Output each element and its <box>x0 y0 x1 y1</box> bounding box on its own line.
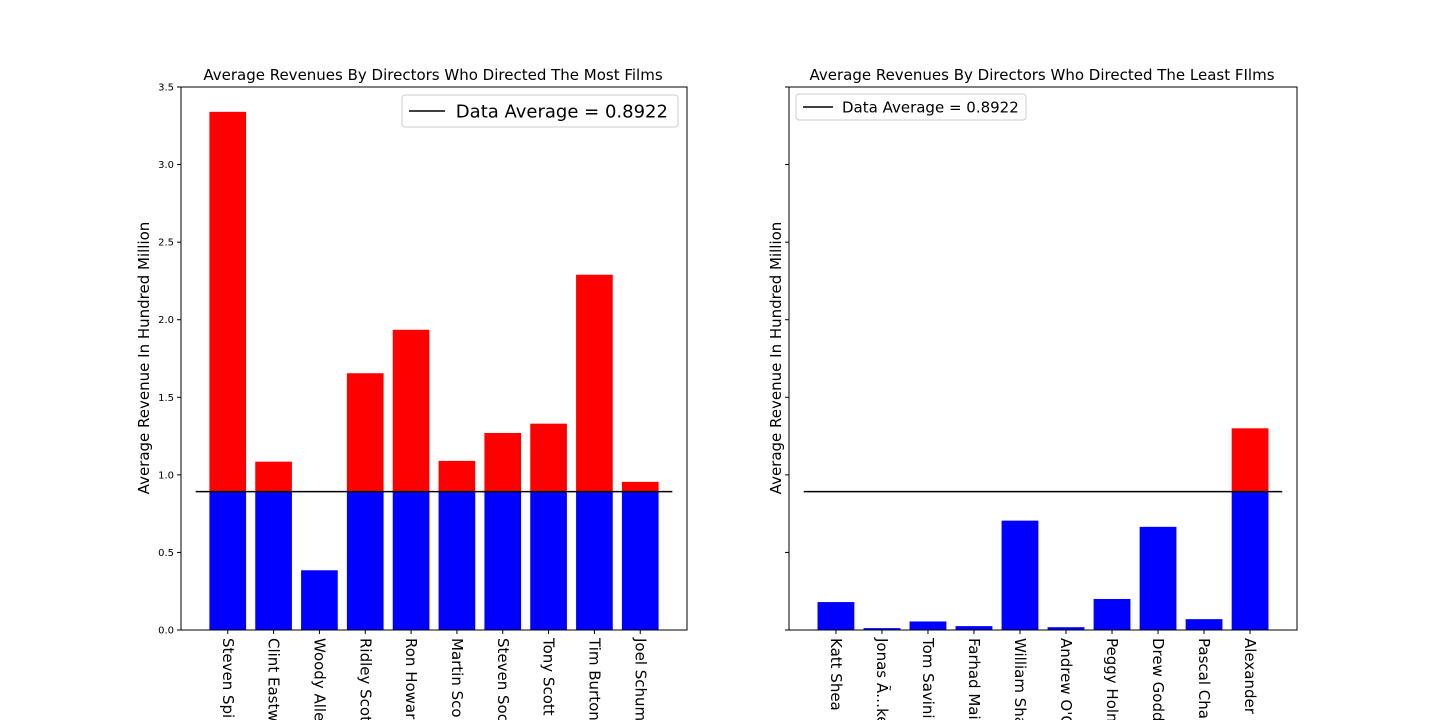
x-tick-label: Alexander <box>1241 638 1259 715</box>
x-tick-label: Ridley Scot <box>356 638 374 720</box>
plot-frame <box>788 86 1298 631</box>
legend-box <box>795 93 1027 121</box>
x-tick-label: Clint Eastw <box>265 638 283 720</box>
bar-below-average <box>1139 526 1177 630</box>
bar-below-average <box>346 491 384 630</box>
bar-below-average <box>255 491 292 630</box>
bar-below-average <box>1231 491 1269 630</box>
bar-below-average <box>484 491 522 630</box>
chart-title: Average Revenues By Directors Who Direct… <box>203 66 662 84</box>
bar-below-average <box>909 621 947 630</box>
legend-box <box>401 94 679 128</box>
x-tick-label: William Sha <box>1011 638 1029 720</box>
y-axis-label: Average Revenue In Hundred Million <box>135 222 153 495</box>
y-tick-label: 3.0 <box>158 160 174 171</box>
bar-above-average <box>530 423 567 492</box>
legend-label: Data Average = 0.8922 <box>456 101 668 122</box>
x-tick-label: Joel Schum <box>631 637 649 720</box>
y-tick-label: 0.0 <box>158 626 174 637</box>
x-tick-label: Ron Howar <box>402 638 420 720</box>
bar-above-average <box>1231 428 1269 492</box>
bar-above-average <box>209 111 247 492</box>
y-axis-label: Average Revenue In Hundred Million <box>767 222 785 495</box>
x-tick-label: Steven Spi <box>219 638 237 718</box>
x-tick-label: Woody Alle <box>310 638 328 720</box>
x-tick-label: Katt Shea <box>827 638 845 711</box>
x-tick-label: Peggy Holm <box>1103 638 1121 720</box>
x-tick-label: Andrew O'C <box>1057 638 1075 720</box>
x-tick-label: Jonas Ã…kerl <box>873 637 892 720</box>
y-tick-label: 1.5 <box>158 393 174 404</box>
bar-above-average <box>621 481 659 492</box>
bar-above-average <box>576 274 613 492</box>
y-tick-label: 2.0 <box>158 315 174 326</box>
x-tick-label: Tom Savini <box>919 637 937 719</box>
bar-below-average <box>438 491 476 630</box>
bar-above-average <box>438 460 476 492</box>
bar-above-average <box>392 329 430 492</box>
x-tick-label: Farhad Mai <box>965 638 983 720</box>
bar-below-average <box>955 626 993 630</box>
chart-panel-most-films: Average Revenues By Directors Who Direct… <box>135 66 688 720</box>
bar-below-average <box>209 491 247 630</box>
x-tick-label: Tony Scott <box>540 637 558 716</box>
bar-below-average <box>1001 520 1039 630</box>
x-tick-label: Drew Godd <box>1149 638 1167 720</box>
y-tick-label: 3.5 <box>158 83 174 94</box>
chart-title: Average Revenues By Directors Who Direct… <box>809 66 1274 84</box>
bar-below-average <box>1093 598 1131 630</box>
bar-below-average <box>1047 627 1085 630</box>
bar-above-average <box>484 432 522 492</box>
x-tick-label: Martin Sco <box>448 638 466 718</box>
bar-above-average <box>255 461 292 492</box>
y-tick-label: 2.5 <box>158 238 174 249</box>
bar-below-average <box>530 491 567 630</box>
y-tick-label: 0.5 <box>158 548 174 559</box>
bar-below-average <box>392 491 430 630</box>
bar-below-average <box>576 491 613 630</box>
bar-below-average <box>1185 619 1223 630</box>
bar-below-average <box>817 602 855 630</box>
x-tick-label: Tim Burton <box>585 637 603 720</box>
y-tick-label: 1.0 <box>158 470 174 481</box>
legend-label: Data Average = 0.8922 <box>842 98 1019 116</box>
plot-frame <box>180 86 688 631</box>
bar-below-average <box>621 491 659 630</box>
bar-above-average <box>346 373 384 492</box>
bar-below-average <box>301 570 338 630</box>
bar-below-average <box>863 628 901 630</box>
chart-panel-least-films: Average Revenues By Directors Who Direct… <box>767 66 1298 720</box>
x-tick-label: Pascal Cha <box>1195 638 1213 719</box>
x-tick-label: Steven Soc <box>494 638 512 720</box>
